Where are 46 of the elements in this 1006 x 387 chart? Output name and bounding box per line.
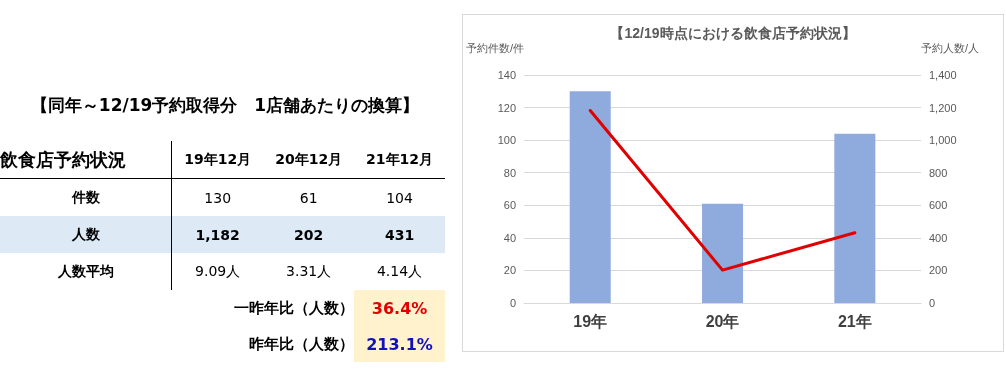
text: 1,182 — [195, 226, 240, 243]
text: 104 — [386, 189, 413, 206]
text: 一昨年比（人数） — [233, 297, 355, 319]
text: 3.31人 — [286, 262, 332, 279]
category-label: 人数平均 — [57, 262, 114, 279]
text: 61 — [299, 189, 318, 206]
text: 昨年比（人数） — [248, 333, 355, 355]
x-tick-label: 20年 — [705, 312, 740, 330]
y2-tick-label: 1,000 — [929, 134, 957, 147]
y2-tick-label: 1,400 — [929, 69, 957, 81]
text: 213.1% — [354, 326, 445, 362]
text: 9.09人 — [195, 262, 241, 279]
y2-tick-label: 200 — [929, 264, 948, 277]
y-tick-label: 140 — [497, 69, 517, 81]
category-label: 21年12月 — [354, 141, 445, 179]
category-label: 人数 — [71, 225, 100, 242]
category-label: 件数 — [71, 188, 100, 205]
y2-tick-label: 400 — [929, 231, 948, 244]
category-label: 19年12月 — [171, 141, 264, 179]
x-tick-label: 21年 — [837, 312, 872, 330]
text: 431 — [384, 226, 415, 243]
bar — [702, 203, 744, 303]
text: 36.4% — [354, 290, 445, 326]
text: 【同年～12/19予約取得分 1店舗あたりの換算】 — [29, 94, 421, 117]
y2-tick-label: 0 — [929, 297, 936, 309]
y2-tick-label: 800 — [929, 166, 948, 179]
bar — [569, 91, 611, 303]
text: 202 — [294, 226, 324, 243]
y-tick-label: 80 — [503, 166, 517, 179]
y-tick-label: 0 — [509, 297, 517, 309]
y-tick-label: 60 — [503, 199, 517, 212]
y-tick-label: 100 — [497, 134, 517, 147]
bar — [834, 133, 876, 303]
text: 飲食店予約状況 — [0, 141, 172, 179]
text: 4.14人 — [376, 262, 423, 279]
x-tick-label: 19年 — [573, 312, 608, 330]
y-tick-label: 40 — [503, 231, 517, 244]
y-axis-title: 予約件数/件 — [465, 41, 525, 54]
y2-tick-label: 1,200 — [929, 101, 957, 114]
y2-tick-label: 600 — [929, 199, 948, 212]
category-label: 20年12月 — [263, 141, 355, 179]
text: 130 — [204, 189, 232, 206]
y-tick-label: 120 — [497, 101, 517, 114]
y-tick-label: 20 — [503, 264, 517, 277]
y2-axis-title: 予約人数/人 — [921, 41, 980, 54]
chart-title: 【12/19時点における飲食店予約状況】 — [610, 25, 856, 41]
